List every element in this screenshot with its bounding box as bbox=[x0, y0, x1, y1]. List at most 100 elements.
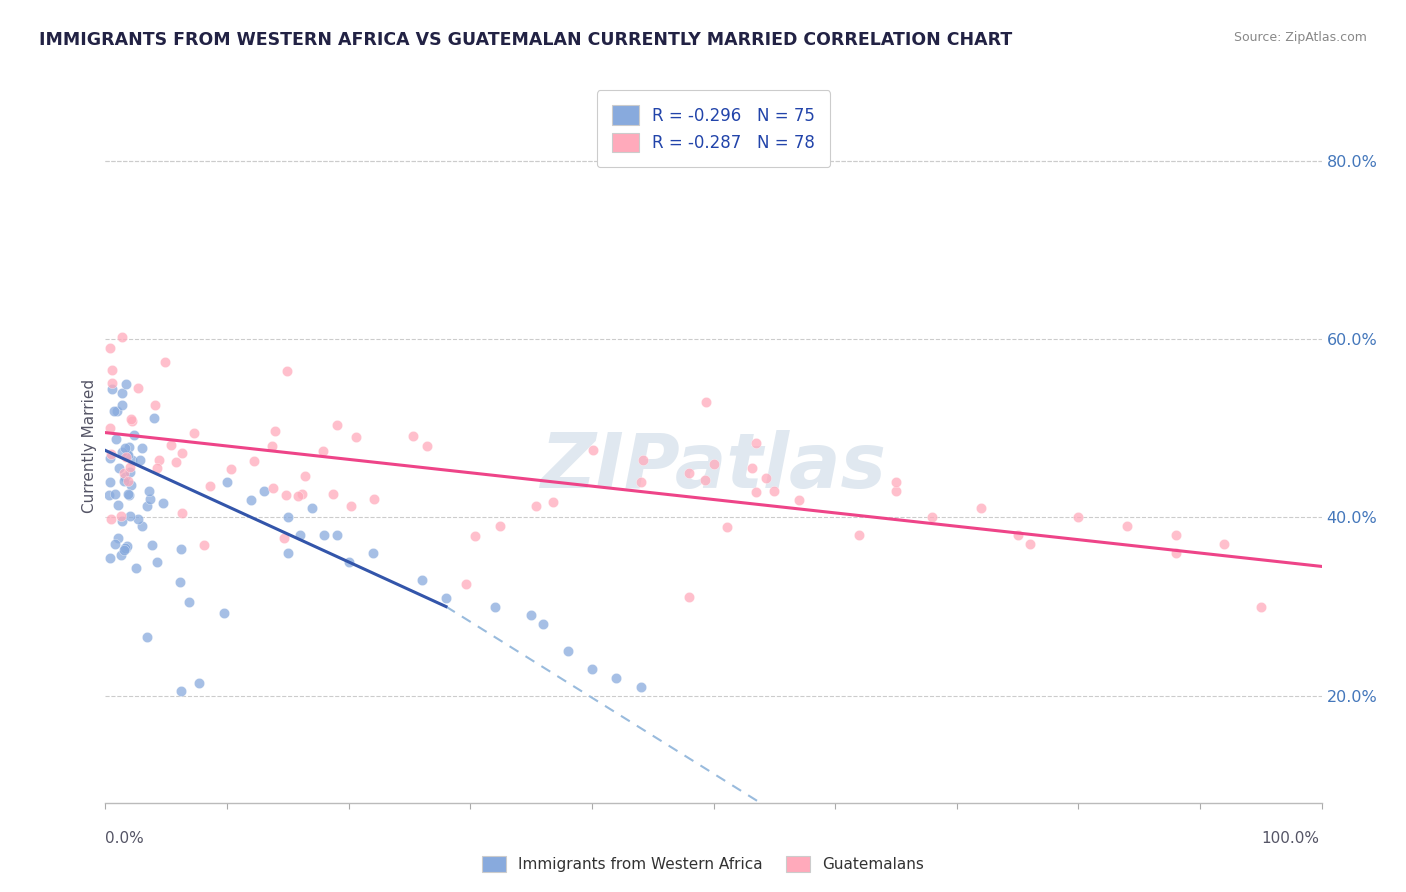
Point bbox=[678, 590, 700, 604]
Point bbox=[101, 363, 124, 377]
Point bbox=[745, 436, 768, 450]
Point bbox=[243, 454, 266, 468]
Point bbox=[121, 452, 143, 467]
Point bbox=[276, 364, 298, 378]
Point bbox=[695, 395, 717, 409]
Point bbox=[100, 512, 122, 526]
Point bbox=[411, 573, 433, 587]
Point bbox=[633, 453, 655, 467]
Point bbox=[183, 426, 205, 441]
Point bbox=[273, 531, 295, 545]
Point bbox=[337, 555, 360, 569]
Point bbox=[143, 398, 166, 412]
Point bbox=[114, 441, 136, 455]
Point bbox=[104, 432, 127, 446]
Point bbox=[117, 487, 139, 501]
Point bbox=[110, 549, 132, 563]
Point bbox=[484, 599, 506, 614]
Point bbox=[346, 430, 368, 444]
Point bbox=[274, 488, 297, 502]
Point bbox=[146, 555, 169, 569]
Point bbox=[120, 412, 142, 426]
Point bbox=[111, 386, 134, 401]
Point bbox=[456, 577, 478, 591]
Legend: R = -0.296   N = 75, R = -0.287   N = 78: R = -0.296 N = 75, R = -0.287 N = 78 bbox=[598, 90, 830, 167]
Point bbox=[112, 474, 135, 488]
Point bbox=[125, 561, 148, 575]
Point bbox=[970, 501, 993, 516]
Point bbox=[108, 461, 131, 475]
Point bbox=[277, 546, 299, 560]
Point bbox=[1018, 537, 1040, 551]
Point bbox=[291, 487, 314, 501]
Point bbox=[240, 492, 263, 507]
Point bbox=[115, 377, 138, 392]
Point bbox=[120, 466, 142, 480]
Point bbox=[120, 478, 142, 492]
Point bbox=[111, 398, 134, 412]
Point bbox=[118, 488, 141, 502]
Point bbox=[287, 489, 309, 503]
Point bbox=[100, 447, 122, 461]
Point bbox=[141, 538, 163, 552]
Point bbox=[260, 439, 283, 453]
Text: 0.0%: 0.0% bbox=[105, 831, 145, 846]
Point bbox=[489, 519, 512, 533]
Point bbox=[146, 461, 169, 475]
Point bbox=[160, 438, 183, 452]
Text: IMMIGRANTS FROM WESTERN AFRICA VS GUATEMALAN CURRENTLY MARRIED CORRELATION CHART: IMMIGRANTS FROM WESTERN AFRICA VS GUATEM… bbox=[39, 31, 1012, 49]
Point bbox=[262, 481, 284, 495]
Point bbox=[212, 606, 235, 620]
Point bbox=[884, 483, 907, 498]
Point bbox=[848, 528, 870, 542]
Point bbox=[1067, 510, 1090, 524]
Text: 100.0%: 100.0% bbox=[1261, 831, 1319, 846]
Point bbox=[97, 488, 120, 502]
Point bbox=[111, 514, 134, 528]
Point bbox=[118, 440, 141, 454]
Point bbox=[322, 487, 344, 501]
Point bbox=[101, 376, 124, 391]
Point bbox=[152, 496, 174, 510]
Point bbox=[678, 466, 700, 480]
Point bbox=[884, 475, 907, 489]
Point bbox=[1007, 528, 1029, 542]
Point bbox=[557, 644, 579, 658]
Point bbox=[741, 461, 763, 475]
Point bbox=[110, 508, 132, 523]
Point bbox=[114, 470, 136, 484]
Point bbox=[252, 483, 274, 498]
Point bbox=[111, 444, 134, 458]
Point bbox=[120, 509, 142, 524]
Point bbox=[193, 538, 215, 552]
Point bbox=[217, 475, 239, 489]
Point bbox=[524, 499, 547, 513]
Point bbox=[288, 528, 311, 542]
Point bbox=[107, 531, 129, 545]
Point bbox=[115, 450, 138, 464]
Point bbox=[434, 591, 457, 605]
Point bbox=[121, 414, 143, 428]
Point bbox=[531, 617, 554, 632]
Point bbox=[716, 520, 738, 534]
Point bbox=[114, 541, 136, 556]
Point bbox=[118, 459, 141, 474]
Point bbox=[361, 546, 384, 560]
Point bbox=[117, 448, 139, 462]
Point bbox=[98, 450, 121, 465]
Point bbox=[107, 498, 129, 512]
Point bbox=[122, 428, 145, 442]
Point bbox=[111, 329, 134, 343]
Text: ZIPatlas: ZIPatlas bbox=[540, 431, 887, 504]
Point bbox=[581, 662, 603, 676]
Point bbox=[103, 404, 125, 418]
Point bbox=[416, 438, 439, 452]
Point bbox=[98, 475, 121, 490]
Point bbox=[115, 448, 138, 462]
Point bbox=[763, 483, 786, 498]
Point bbox=[142, 411, 165, 425]
Point bbox=[1164, 528, 1187, 542]
Point bbox=[312, 443, 335, 458]
Point bbox=[630, 475, 652, 489]
Point bbox=[165, 455, 187, 469]
